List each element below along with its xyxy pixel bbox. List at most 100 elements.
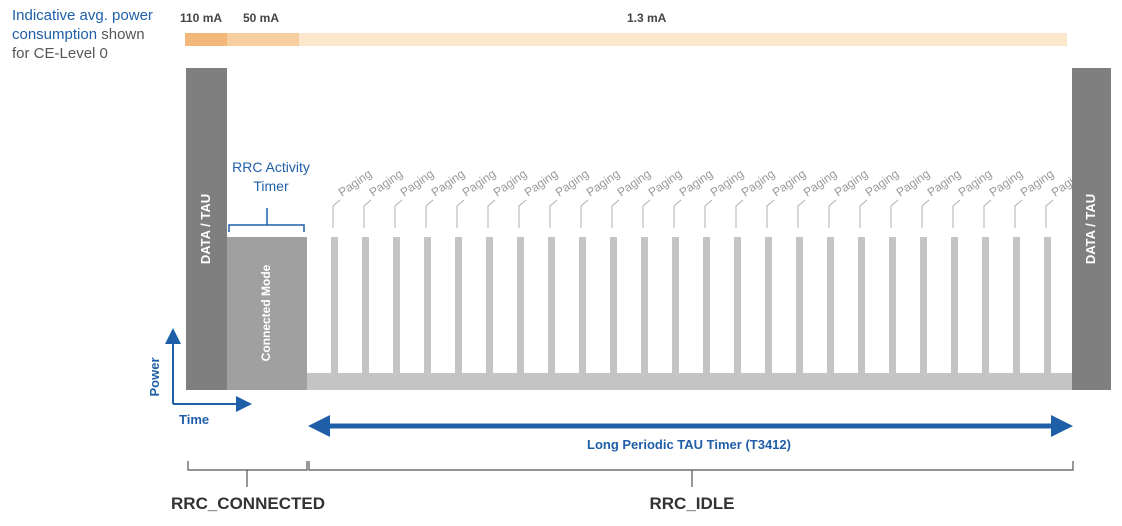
tau-timer-label: Long Periodic TAU Timer (T3412) — [587, 437, 791, 452]
current-label-data: 110 mA — [180, 11, 222, 25]
paging-leader-line — [673, 199, 682, 228]
tau-timer-arrow-left-head — [308, 415, 330, 437]
paging-leader-line — [425, 199, 434, 228]
paging-bar — [920, 237, 927, 377]
paging-leader-line — [549, 199, 558, 228]
rrc-activity-timer-line2: Timer — [253, 178, 289, 194]
paging-label: Paging — [336, 167, 375, 200]
connected-mode-block — [227, 237, 307, 390]
rrc-activity-timer-brace — [228, 208, 305, 232]
paging-leader-line — [859, 199, 868, 228]
time-axis-label: Time — [179, 412, 209, 427]
paging-leader-line — [456, 199, 465, 228]
paging-leader-line — [983, 199, 992, 228]
paging-leader-line — [487, 199, 496, 228]
paging-bar — [548, 237, 555, 377]
paging-leader-line — [766, 199, 775, 228]
note-line-1: Indicative avg. power — [12, 7, 153, 24]
paging-bar — [393, 237, 400, 377]
rrc-connected-label: RRC_CONNECTED — [171, 494, 325, 513]
paging-label: Paging — [925, 167, 964, 200]
paging-bar — [331, 237, 338, 377]
paging-bar — [703, 237, 710, 377]
note-line-3: for CE-Level 0 — [12, 45, 108, 62]
paging-leader-line — [580, 199, 589, 228]
paging-leader-line — [890, 199, 899, 228]
power-consumption-note: Indicative avg. power consumption shown … — [12, 6, 172, 63]
paging-label: Paging — [646, 167, 685, 200]
paging-bar — [672, 237, 679, 377]
paging-bar — [641, 237, 648, 377]
paging-label: Paging — [429, 167, 468, 200]
paging-leader-line — [642, 199, 651, 228]
paging-bar — [1013, 237, 1020, 377]
paging-label: Paging — [615, 167, 654, 200]
paging-label: Paging — [584, 167, 623, 200]
paging-leader-line — [797, 199, 806, 228]
paging-leader-line — [394, 199, 403, 228]
current-label-idle: 1.3 mA — [627, 11, 667, 25]
paging-label: Paging — [460, 167, 499, 200]
paging-leader-line — [1045, 199, 1054, 228]
paging-group: PagingPagingPagingPagingPagingPagingPagi… — [331, 167, 1087, 377]
paging-leader-line — [611, 199, 620, 228]
paging-bar — [734, 237, 741, 377]
data-tau-block-left — [186, 68, 227, 390]
paging-leader-line — [828, 199, 837, 228]
paging-leader-line — [518, 199, 527, 228]
tau-timer-arrow-right-head — [1051, 415, 1073, 437]
paging-label: Paging — [1018, 167, 1057, 200]
rrc-idle-label: RRC_IDLE — [649, 494, 734, 513]
paging-label: Paging — [739, 167, 778, 200]
paging-label: Paging — [708, 167, 747, 200]
data-tau-block-right — [1072, 68, 1111, 390]
paging-bar — [610, 237, 617, 377]
paging-leader-line — [1014, 199, 1023, 228]
paging-bar — [362, 237, 369, 377]
paging-bar — [858, 237, 865, 377]
current-bar-data — [185, 33, 227, 46]
current-label-connected: 50 mA — [243, 11, 279, 25]
note-line-2b: shown — [97, 26, 145, 43]
paging-bar — [827, 237, 834, 377]
rrc-idle-brace — [308, 461, 1074, 487]
paging-bar — [486, 237, 493, 377]
paging-label: Paging — [770, 167, 809, 200]
connected-mode-label: Connected Mode — [259, 264, 273, 361]
paging-bar — [424, 237, 431, 377]
note-line-2a: consumption — [12, 26, 98, 43]
paging-label: Paging — [553, 167, 592, 200]
paging-leader-line — [952, 199, 961, 228]
current-bar-connected — [227, 33, 299, 46]
paging-label: Paging — [894, 167, 933, 200]
paging-bar — [765, 237, 772, 377]
paging-label: Paging — [522, 167, 561, 200]
paging-label: Paging — [956, 167, 995, 200]
paging-label: Paging — [801, 167, 840, 200]
paging-label: Paging — [398, 167, 437, 200]
paging-leader-line — [332, 199, 341, 228]
paging-label: Paging — [367, 167, 406, 200]
paging-bar — [982, 237, 989, 377]
paging-label: Paging — [677, 167, 716, 200]
paging-bar — [579, 237, 586, 377]
paging-bar — [951, 237, 958, 377]
paging-leader-line — [921, 199, 930, 228]
paging-bar — [796, 237, 803, 377]
paging-bar — [455, 237, 462, 377]
data-tau-label-right: DATA / TAU — [1083, 194, 1098, 264]
paging-leader-line — [704, 199, 713, 228]
rrc-connected-brace — [187, 461, 308, 487]
paging-bar — [889, 237, 896, 377]
paging-label: Paging — [987, 167, 1026, 200]
paging-label: Paging — [863, 167, 902, 200]
paging-bar — [517, 237, 524, 377]
rrc-activity-timer-line1: RRC Activity — [232, 159, 310, 175]
paging-label: Paging — [832, 167, 871, 200]
paging-bar — [1044, 237, 1051, 377]
paging-label: Paging — [491, 167, 530, 200]
data-tau-label-left: DATA / TAU — [198, 194, 213, 264]
paging-leader-line — [363, 199, 372, 228]
idle-baseline — [305, 373, 1075, 390]
